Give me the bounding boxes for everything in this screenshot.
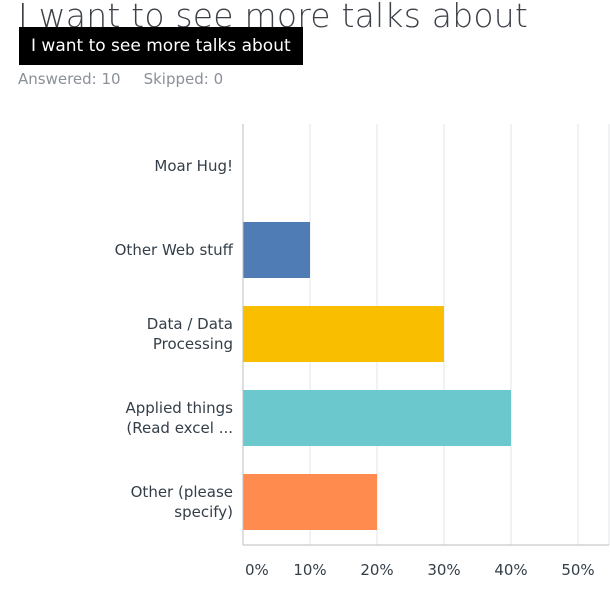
category-label: Data / Data Processing — [147, 315, 233, 353]
tick-label: 30% — [427, 561, 460, 579]
response-stats: Answered: 10 Skipped: 0 — [18, 70, 223, 88]
category-label: Other (please specify) — [131, 483, 233, 521]
category-label: Moar Hug! — [154, 157, 233, 175]
bar-4 — [243, 474, 377, 530]
category-label: Applied things (Read excel ... — [125, 399, 233, 437]
bar-1 — [243, 222, 310, 278]
tick-label: 20% — [360, 561, 393, 579]
tick-label: 40% — [494, 561, 527, 579]
tick-label: 10% — [293, 561, 326, 579]
skipped-count: Skipped: 0 — [143, 70, 224, 88]
bar-3 — [243, 390, 511, 446]
answered-count: Answered: 10 — [18, 70, 121, 88]
tick-label: 50% — [561, 561, 594, 579]
category-label: Other Web stuff — [115, 241, 234, 259]
bar-2 — [243, 306, 444, 362]
title-tooltip: I want to see more talks about — [19, 27, 303, 65]
tick-label: 0% — [245, 561, 269, 579]
